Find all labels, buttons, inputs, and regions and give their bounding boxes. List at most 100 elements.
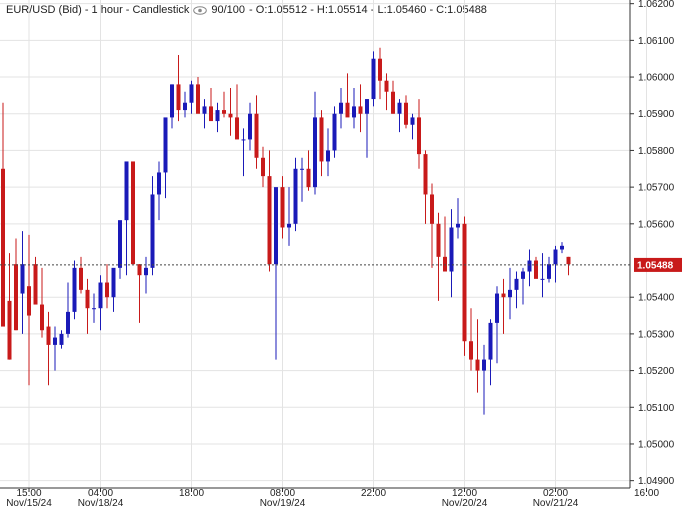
candle-body xyxy=(371,58,376,100)
y-tick-label: 1.06100 xyxy=(638,36,675,47)
candle-body xyxy=(482,359,486,371)
candle xyxy=(27,234,31,386)
x-tick-time: 22:00 xyxy=(361,488,386,499)
candle xyxy=(293,157,298,232)
candle xyxy=(300,157,304,202)
candle xyxy=(527,249,532,287)
candle xyxy=(124,161,129,276)
x-tick-date: Nov/15/24 xyxy=(6,498,52,508)
candle-body xyxy=(261,157,265,177)
candle-body xyxy=(384,80,389,92)
candle-body xyxy=(33,264,38,305)
candle-body xyxy=(410,117,415,125)
candle xyxy=(391,80,395,114)
candle-body xyxy=(183,102,187,111)
candle xyxy=(410,113,415,140)
candle xyxy=(209,88,213,122)
candle xyxy=(423,150,428,224)
candle xyxy=(66,282,70,338)
y-tick-label: 1.06000 xyxy=(638,73,675,84)
candle-body xyxy=(456,223,460,228)
candle-body xyxy=(66,311,70,334)
candle-body xyxy=(46,326,51,345)
candle xyxy=(228,88,233,136)
y-tick-label: 1.05400 xyxy=(638,293,675,304)
candle-body xyxy=(124,161,129,221)
candle-body xyxy=(111,267,116,298)
candle-body xyxy=(7,300,12,360)
candle-body xyxy=(209,106,213,122)
candle-body xyxy=(118,220,122,268)
candle xyxy=(131,161,135,265)
candle-body xyxy=(176,84,181,111)
y-tick-label: 1.05000 xyxy=(638,439,675,450)
candle-body xyxy=(14,264,18,331)
candle xyxy=(566,256,571,276)
candle-body xyxy=(495,293,499,323)
candle-body xyxy=(105,282,109,298)
candle-body xyxy=(170,84,174,118)
candle-body xyxy=(53,337,57,345)
candle xyxy=(241,128,246,177)
candle xyxy=(202,99,207,129)
candle xyxy=(72,260,77,320)
candle xyxy=(319,110,324,177)
candle-body xyxy=(365,99,369,114)
candle xyxy=(313,91,317,195)
candle-body xyxy=(345,102,350,118)
candle-body xyxy=(163,117,168,173)
candle xyxy=(436,212,441,301)
candle-body xyxy=(469,341,473,360)
candle xyxy=(495,286,499,364)
candle xyxy=(85,278,90,334)
candle-body xyxy=(319,117,324,162)
candle-body xyxy=(332,113,337,151)
candle-body xyxy=(553,249,558,265)
candle-body xyxy=(85,289,90,309)
candle-body xyxy=(137,264,142,276)
candle xyxy=(449,209,454,298)
candle-body xyxy=(378,58,382,81)
y-tick-label: 1.05100 xyxy=(638,403,675,414)
candle xyxy=(326,128,330,177)
candle xyxy=(521,267,525,305)
x-tick-date: Nov/18/24 xyxy=(78,498,124,508)
candle xyxy=(430,183,434,268)
last-price-badge xyxy=(634,257,682,272)
candle xyxy=(456,198,460,239)
candle-body xyxy=(358,106,363,114)
candle-body xyxy=(430,194,434,224)
y-axis-ticks: 1.06200 1.06100 1.06000 1.05900 1.05800 1.057… xyxy=(630,0,675,487)
candle xyxy=(144,256,148,294)
candle xyxy=(118,220,122,279)
candle-body xyxy=(508,289,512,298)
candle-body xyxy=(215,110,220,122)
eye-icon[interactable] xyxy=(193,5,208,15)
candle-body xyxy=(306,168,311,188)
x-tick-time: 18:00 xyxy=(179,488,204,499)
candle xyxy=(7,253,12,360)
candle xyxy=(163,117,168,199)
candle-body xyxy=(196,84,200,114)
candle xyxy=(248,102,252,151)
candle-body xyxy=(280,187,285,228)
candle-body xyxy=(475,359,480,371)
candle-body xyxy=(397,102,402,114)
candle-body xyxy=(274,187,278,265)
candle xyxy=(508,267,512,320)
candle-body xyxy=(527,260,532,272)
candle xyxy=(365,99,369,158)
candle xyxy=(170,84,174,129)
x-tick-time: 08:00 xyxy=(270,488,295,499)
candle xyxy=(215,102,220,133)
candle-body xyxy=(293,168,298,224)
y-tick-label: 1.05900 xyxy=(638,109,675,120)
candle-body xyxy=(436,223,441,257)
candle xyxy=(176,55,181,122)
candle xyxy=(352,88,356,129)
candle xyxy=(488,319,493,386)
candle-body xyxy=(521,271,525,279)
candle xyxy=(534,256,538,279)
